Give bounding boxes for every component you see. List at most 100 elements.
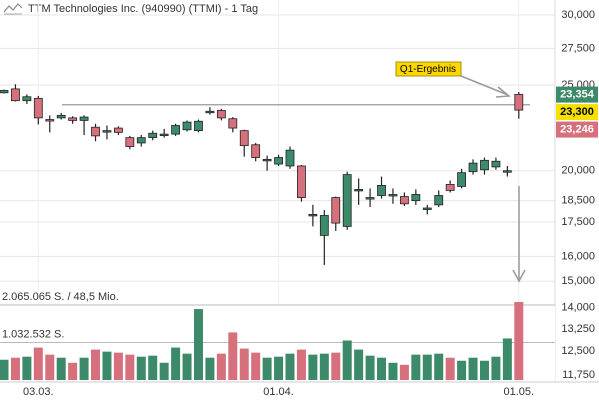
candle-body <box>136 137 146 144</box>
volume-bar <box>331 352 341 380</box>
y-tick-label: 18,500 <box>561 195 595 207</box>
candle-body <box>205 110 215 114</box>
volume-bar <box>171 347 181 380</box>
price-label-box <box>556 104 598 121</box>
volume-bar <box>354 349 364 380</box>
candle-body <box>0 90 9 94</box>
candle-body <box>68 117 78 121</box>
volume-bar <box>148 355 158 380</box>
volume-bar <box>342 340 352 380</box>
title-icon <box>3 3 23 15</box>
candle-body <box>319 215 329 236</box>
candle-body <box>377 185 386 196</box>
price-label: 23,300 <box>560 106 594 118</box>
candle-body <box>125 137 135 147</box>
candle-body <box>45 119 55 122</box>
volume-bar <box>457 360 467 380</box>
price-label: 23,354 <box>560 88 595 100</box>
candle-body <box>171 125 181 135</box>
volume-bar <box>262 357 272 380</box>
y-tick-label: 14,000 <box>561 302 595 314</box>
candle-body <box>365 197 375 200</box>
candle-body <box>102 130 112 133</box>
volume-bar <box>33 347 43 380</box>
volume-bar <box>136 356 146 380</box>
candle-body <box>445 184 455 191</box>
annotation-box <box>395 61 462 77</box>
candle-body <box>228 118 238 129</box>
candle-body <box>56 114 66 119</box>
candle-body <box>457 172 467 187</box>
volume-bar <box>193 309 203 380</box>
candle-body <box>285 149 295 167</box>
candle-body <box>388 194 398 197</box>
candle-body <box>251 144 261 158</box>
volume-bar <box>45 354 55 380</box>
volume-bar <box>422 354 432 380</box>
volume-bar <box>182 353 192 380</box>
candle-body <box>11 88 20 102</box>
volume-bar <box>296 349 306 380</box>
volume-bar <box>91 349 101 380</box>
y-tick-label: 11,750 <box>562 369 595 381</box>
candle-body <box>22 96 32 102</box>
volume-bar <box>365 355 375 380</box>
y-tick-label: 12,500 <box>561 345 595 357</box>
candle-body <box>239 130 249 147</box>
volume-tick-label: 2.065.065 S. / 48,5 Mio. <box>2 291 119 303</box>
volume-bar <box>319 353 329 380</box>
candle-body <box>194 120 203 132</box>
candle-body <box>33 97 43 119</box>
candle-body <box>297 165 306 198</box>
candle-body <box>331 197 341 224</box>
volume-bar <box>445 357 455 380</box>
volume-bar <box>468 357 478 380</box>
candle-body <box>422 207 432 210</box>
volume-bar <box>491 356 501 380</box>
volume-bar <box>159 362 169 380</box>
y-tick-label: 20,000 <box>561 165 595 177</box>
volume-bar <box>228 332 238 380</box>
volume-bar <box>479 360 489 380</box>
price-label: 23,246 <box>560 123 594 135</box>
candle-body <box>342 174 352 227</box>
candle-body <box>114 127 123 133</box>
candle-body <box>159 133 169 137</box>
volume-bar <box>274 356 284 380</box>
price-label-box <box>556 86 598 103</box>
y-tick-label: 16,000 <box>561 250 595 262</box>
x-tick-label: 01.04. <box>263 386 294 398</box>
volume-bar <box>399 364 409 380</box>
y-tick-label: 30,000 <box>561 9 595 21</box>
y-tick-label: 13,250 <box>561 323 595 335</box>
y-tick-label: 15,000 <box>561 275 595 287</box>
volume-bar <box>514 301 524 380</box>
candle-body <box>308 214 318 217</box>
volume-bar <box>434 353 444 380</box>
arrow-head <box>495 86 511 98</box>
volume-bar <box>68 362 78 380</box>
annotation: Q1-Ergebnis <box>400 64 456 75</box>
candle-body <box>514 93 524 111</box>
annotation-arrow <box>460 75 509 96</box>
volume-tick-label: 1.032.532 S. <box>2 328 64 340</box>
candle-body <box>182 121 192 131</box>
y-tick-label: 17,500 <box>561 216 595 228</box>
volume-bar <box>10 357 20 380</box>
candle-body <box>468 162 478 173</box>
candle-body <box>411 194 421 202</box>
candle-body <box>434 195 444 206</box>
x-tick-label: 03.03. <box>23 386 54 398</box>
volume-bar <box>216 353 226 380</box>
volume-bar <box>388 362 398 380</box>
volume-bar <box>79 357 89 380</box>
candle-body <box>502 170 512 173</box>
volume-bar <box>251 352 261 380</box>
volume-bar <box>285 353 295 380</box>
volume-bar <box>102 351 112 380</box>
volume-bar <box>125 354 135 380</box>
chart-title: TTM Technologies Inc. (940990) (TTMI) - … <box>28 3 258 15</box>
candle-body <box>216 110 226 119</box>
volume-bar <box>205 357 215 380</box>
